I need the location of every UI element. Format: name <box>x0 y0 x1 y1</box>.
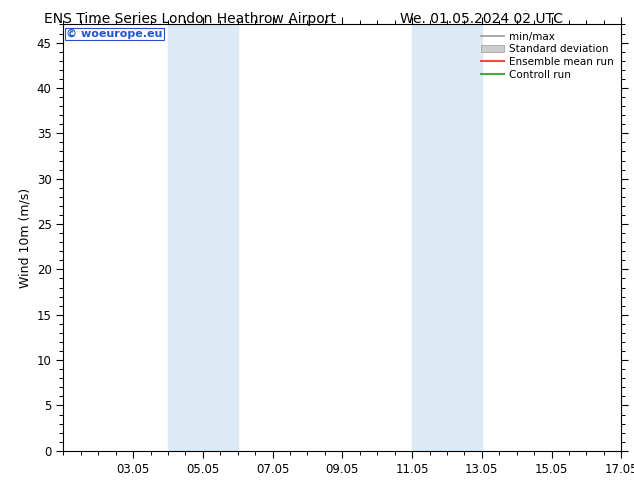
Bar <box>168 24 238 451</box>
Text: ENS Time Series London Heathrow Airport: ENS Time Series London Heathrow Airport <box>44 12 336 26</box>
Legend: min/max, Standard deviation, Ensemble mean run, Controll run: min/max, Standard deviation, Ensemble me… <box>479 30 616 82</box>
Bar <box>412 24 482 451</box>
Y-axis label: Wind 10m (m/s): Wind 10m (m/s) <box>18 188 31 288</box>
Text: © woeurope.eu: © woeurope.eu <box>66 29 162 39</box>
Text: We. 01.05.2024 02 UTC: We. 01.05.2024 02 UTC <box>400 12 564 26</box>
